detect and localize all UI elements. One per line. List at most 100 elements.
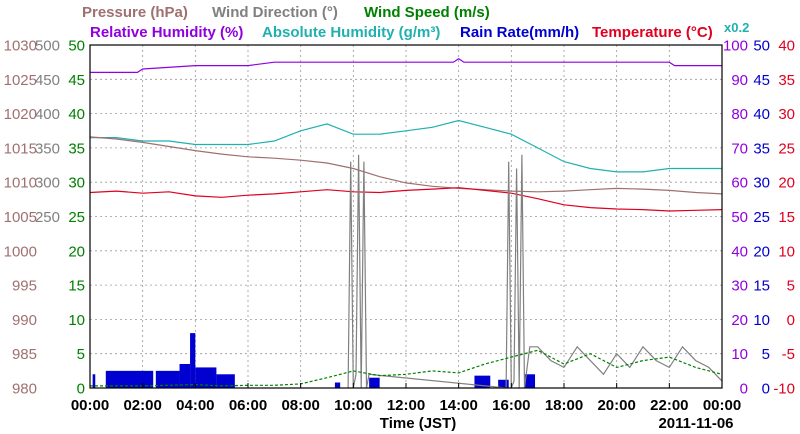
wind-direction-tick-label: 350	[35, 140, 60, 157]
rain-rate-bar	[190, 333, 196, 388]
legend-relative-humidity: Relative Humidity (%)	[90, 24, 243, 41]
humidity-axis-ticks: 0 10 20 30 40 50 60 70 80 90 100	[723, 38, 748, 398]
wind-speed-axis-ticks: 0 5 10 15 20 25 30 35 40 45 50	[68, 38, 85, 398]
humidity-tick-label: 0	[740, 381, 748, 398]
rain-rate-axis-ticks: 0 5 10 15 20 25 30 35 40 45 50	[753, 38, 770, 398]
legend-temperature: Temperature (°C)	[592, 24, 713, 41]
wind-speed-tick-label: 35	[68, 140, 85, 157]
series-line-pressure	[89, 136, 723, 195]
x-tick-label: 08:00	[281, 397, 319, 414]
wind-speed-tick-label: 15	[68, 278, 85, 295]
temperature-tick-label: -5	[782, 346, 795, 363]
x-tick-label: 00:00	[703, 397, 741, 414]
legend: Pressure (hPa) Wind Direction (°) Wind S…	[82, 4, 749, 41]
humidity-tick-label: 30	[731, 278, 748, 295]
rain-rate-bar	[498, 379, 509, 388]
rain-rate-tick-label: 50	[753, 38, 770, 55]
wind-direction-tick-label: 500	[35, 38, 60, 55]
humidity-tick-label: 50	[731, 209, 748, 226]
pressure-axis-ticks: 980 985 990 995 1000 1005 1010 1015 1020 1025 1030	[4, 38, 37, 398]
temperature-tick-label: 30	[778, 106, 795, 123]
rain-rate-bars	[92, 333, 536, 388]
pressure-tick-label: 1020	[4, 106, 37, 123]
rain-rate-tick-label: 20	[753, 243, 770, 260]
series-lines	[89, 57, 723, 389]
rain-rate-tick-label: 25	[753, 209, 770, 226]
rain-rate-bar	[105, 370, 154, 388]
temperature-tick-label: 25	[778, 140, 795, 157]
x-axis-label: Time (JST)	[380, 415, 456, 432]
rain-rate-tick-label: 35	[753, 140, 770, 157]
rain-rate-tick-label: 45	[753, 72, 770, 89]
temperature-tick-label: 35	[778, 72, 795, 89]
rain-rate-tick-label: 5	[762, 346, 770, 363]
series-line-relative-humidity	[90, 57, 722, 74]
series-line-wind-direction	[347, 154, 723, 389]
wind-direction-tick-label: 450	[35, 72, 60, 89]
wind-speed-tick-label: 20	[68, 243, 85, 260]
humidity-tick-label: 90	[731, 72, 748, 89]
pressure-tick-label: 980	[12, 381, 37, 398]
temperature-tick-label: 20	[778, 175, 795, 192]
temperature-axis-ticks: -10 -5 0 5 10 15 20 25 30 35 40	[773, 38, 795, 398]
pressure-tick-label: 1015	[4, 140, 37, 157]
x-axis-ticks: 00:00 02:00 04:00 06:00 08:00 10:00 12:00 14:00…	[71, 383, 741, 414]
rain-rate-bar	[216, 374, 235, 388]
legend-pressure: Pressure (hPa)	[82, 4, 188, 21]
pressure-tick-label: 985	[12, 346, 37, 363]
humidity-tick-label: 70	[731, 140, 748, 157]
legend-rain-rate: Rain Rate(mm/h)	[460, 24, 579, 41]
temperature-tick-label: 40	[778, 38, 795, 55]
wind-speed-tick-label: 40	[68, 106, 85, 123]
plot-frame	[89, 44, 723, 389]
temperature-tick-label: 15	[778, 209, 795, 226]
wind-speed-tick-label: 50	[68, 38, 85, 55]
wind-speed-tick-label: 30	[68, 175, 85, 192]
wind-speed-tick-label: 0	[77, 381, 85, 398]
date-label: 2011-11-06	[658, 415, 733, 432]
temperature-tick-label: 10	[778, 243, 795, 260]
legend-absolute-humidity: Absolute Humidity (g/m³)	[262, 24, 440, 41]
x-tick-label: 00:00	[71, 397, 109, 414]
x-tick-label: 20:00	[597, 397, 635, 414]
grid	[90, 45, 722, 388]
rain-rate-tick-label: 40	[753, 106, 770, 123]
humidity-tick-label: 100	[723, 38, 748, 55]
humidity-tick-label: 40	[731, 243, 748, 260]
rain-rate-tick-label: 0	[762, 381, 770, 398]
humidity-tick-label: 20	[731, 312, 748, 329]
temperature-tick-label: 5	[787, 278, 795, 295]
rain-rate-bar	[524, 374, 536, 388]
rain-rate-tick-label: 10	[753, 312, 770, 329]
rain-rate-tick-label: 15	[753, 278, 770, 295]
rain-rate-tick-label: 30	[753, 175, 770, 192]
x-tick-label: 12:00	[387, 397, 425, 414]
temperature-tick-label: -10	[773, 381, 795, 398]
rain-rate-bar	[195, 367, 217, 388]
pressure-tick-label: 1025	[4, 72, 37, 89]
x-tick-label: 02:00	[123, 397, 161, 414]
x-tick-label: 18:00	[545, 397, 583, 414]
wind-speed-tick-label: 10	[68, 312, 85, 329]
wind-direction-axis-ticks: 250 300 350 400 450 500	[35, 38, 60, 227]
wind-direction-tick-label: 400	[35, 106, 60, 123]
series-line-absolute-humidity	[90, 119, 722, 173]
rain-rate-bar	[92, 374, 96, 388]
series-line-temperature	[89, 187, 723, 212]
pressure-tick-label: 1005	[4, 209, 37, 226]
rain-rate-bar	[369, 377, 380, 388]
wind-direction-tick-label: 300	[35, 175, 60, 192]
x-tick-label: 06:00	[229, 397, 267, 414]
humidity-tick-label: 10	[731, 346, 748, 363]
pressure-tick-label: 995	[12, 278, 37, 295]
pressure-tick-label: 990	[12, 312, 37, 329]
wind-direction-tick-label: 250	[35, 209, 60, 226]
rain-rate-bar	[155, 370, 180, 388]
temperature-tick-label: 0	[787, 312, 795, 329]
x-tick-label: 14:00	[439, 397, 477, 414]
pressure-tick-label: 1030	[4, 38, 37, 55]
x-tick-label: 10:00	[334, 397, 372, 414]
humidity-tick-label: 60	[731, 175, 748, 192]
rain-rate-bar	[179, 363, 191, 388]
